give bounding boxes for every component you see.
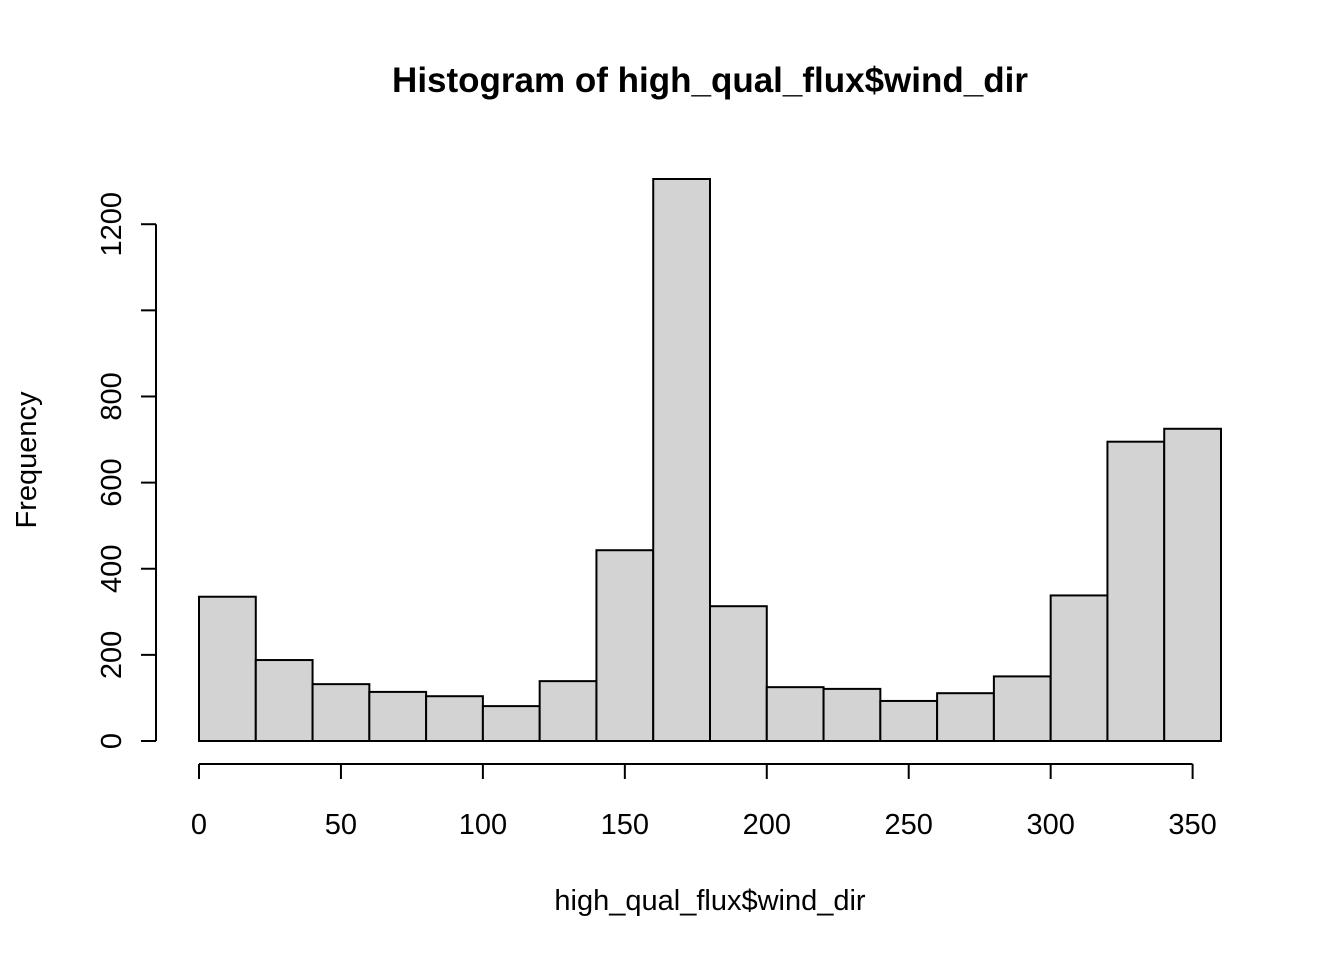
y-tick-label-400: 400 [96,545,128,593]
histogram-bar-320-340 [1106,440,1166,742]
x-tick-label-0: 0 [191,809,207,841]
x-axis-label: high_qual_flux$wind_dir [554,885,866,917]
x-axis: 0 50 100 150 200 250 300 350 [191,763,1217,841]
x-tick-label-350: 350 [1168,809,1216,841]
histogram-bar-100-120 [481,705,541,742]
y-tick-label-1200: 1200 [96,192,128,257]
chart-title: Histogram of high_qual_flux$wind_dir [392,61,1028,100]
histogram-bar-300-320 [1049,594,1109,742]
y-tick-label-800: 800 [96,372,128,420]
y-tick-label-200: 200 [96,631,128,679]
histogram-bar-260-280 [936,692,995,743]
histogram-bar-280-300 [992,675,1052,743]
histogram-bar-140-160 [595,549,655,742]
histogram-bar-180-200 [709,605,768,743]
histogram-bar-240-260 [879,699,939,743]
x-tick-label-300: 300 [1026,809,1074,841]
x-tick-label-250: 250 [885,809,933,841]
x-tick-label-100: 100 [459,809,507,841]
histogram-bar-160-180 [652,178,711,742]
x-tick-label-200: 200 [743,809,791,841]
histogram-bar-340-360 [1163,427,1222,742]
histogram-bar-120-140 [538,680,598,743]
y-tick-label-0: 0 [96,733,128,749]
histogram-bar-40-60 [311,683,371,743]
x-tick-label-50: 50 [325,809,357,841]
histogram-bar-220-240 [822,687,882,743]
y-tick-label-600: 600 [96,458,128,506]
histogram-bar-60-80 [368,690,428,742]
x-tick-label-150: 150 [601,809,649,841]
y-axis: 0 200 400 600 800 1200 [96,192,157,749]
histogram-bar-80-100 [425,695,484,743]
y-axis-label: Frequency [11,391,43,529]
histogram-bar-20-40 [254,659,314,742]
histogram-bar-0-20 [198,595,257,742]
histogram-bar-200-220 [765,686,825,742]
bars-group [198,178,1222,743]
